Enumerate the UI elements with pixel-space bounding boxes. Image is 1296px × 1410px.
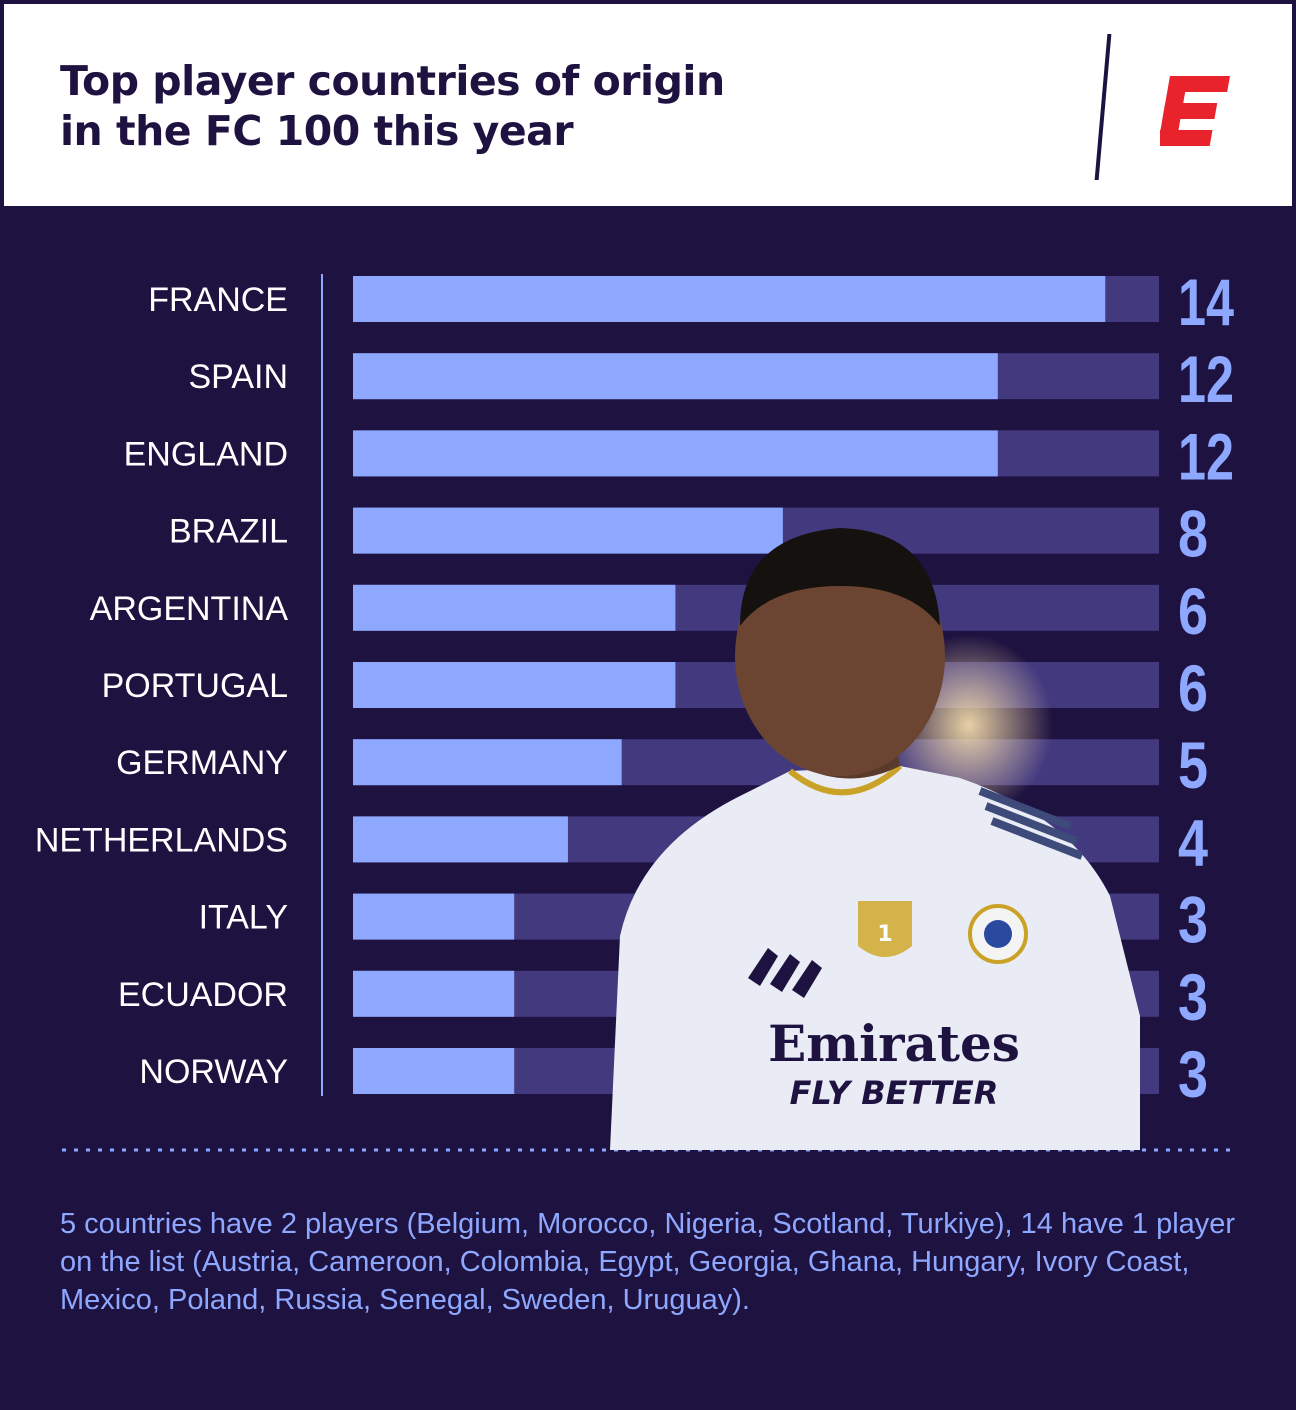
value-label-argentina: 6 — [1178, 574, 1208, 648]
bar-chart: FRANCE 14 SPAIN 12 ENGLAND 12 BRAZIL 8 ARGENTINA… — [0, 206, 1296, 1156]
bar-chart-svg: FRANCE 14 SPAIN 12 ENGLAND 12 BRAZIL 8 ARGENTINA… — [35, 265, 1236, 1152]
category-label-england: ENGLAND — [124, 435, 288, 473]
category-label-spain: SPAIN — [188, 358, 288, 396]
espn-logo-icon — [1160, 76, 1230, 146]
bar-france — [353, 276, 1106, 322]
category-label-norway: NORWAY — [139, 1053, 288, 1091]
bar-portugal — [353, 662, 676, 708]
bar-england — [353, 430, 998, 477]
value-label-france: 14 — [1178, 265, 1234, 339]
value-label-norway: 3 — [1178, 1037, 1208, 1111]
chart-title-line-1: Top player countries of origin — [60, 57, 725, 105]
bar-brazil — [353, 507, 783, 554]
category-label-ecuador: ECUADOR — [118, 976, 288, 1014]
value-label-england: 12 — [1178, 419, 1234, 493]
category-label-germany: GERMANY — [116, 744, 288, 782]
category-label-italy: ITALY — [199, 899, 288, 937]
value-label-netherlands: 4 — [1178, 805, 1208, 879]
value-label-germany: 5 — [1178, 728, 1208, 802]
bar-norway — [353, 1048, 515, 1094]
chart-title: Top player countries of origin in the FC… — [60, 56, 960, 156]
category-label-netherlands: NETHERLANDS — [35, 821, 288, 859]
bar-ecuador — [353, 970, 515, 1017]
value-label-italy: 3 — [1178, 883, 1208, 957]
value-label-brazil: 8 — [1178, 497, 1208, 571]
category-label-argentina: ARGENTINA — [90, 590, 289, 628]
header-panel: Top player countries of origin in the FC… — [4, 4, 1292, 206]
bar-netherlands — [353, 816, 568, 863]
category-label-france: FRANCE — [148, 281, 288, 319]
footnote: 5 countries have 2 players (Belgium, Mor… — [60, 1208, 1236, 1316]
category-label-portugal: PORTUGAL — [102, 667, 288, 705]
value-label-ecuador: 3 — [1178, 960, 1208, 1034]
bar-germany — [353, 739, 622, 786]
header-divider — [1094, 34, 1112, 180]
category-label-brazil: BRAZIL — [169, 513, 288, 551]
value-label-portugal: 6 — [1178, 651, 1208, 725]
value-label-spain: 12 — [1178, 342, 1234, 416]
bar-italy — [353, 893, 515, 940]
bar-spain — [353, 353, 998, 400]
chart-title-line-2: in the FC 100 this year — [60, 107, 574, 155]
bar-argentina — [353, 584, 676, 631]
